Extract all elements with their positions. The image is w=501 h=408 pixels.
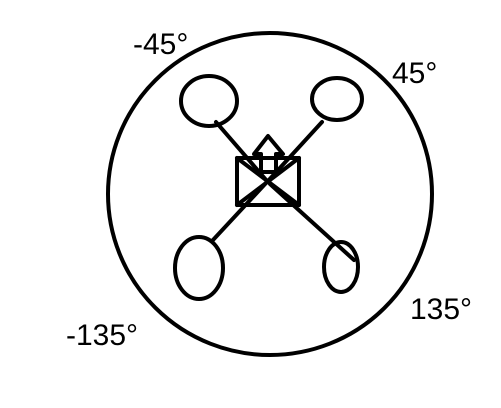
label-front-left: -45° xyxy=(133,28,188,61)
up-arrow-icon xyxy=(252,134,285,174)
rotor-rear-right xyxy=(322,240,360,294)
body-box xyxy=(235,156,301,207)
body-diagonal-2 xyxy=(235,156,301,207)
label-rear-right: 135° xyxy=(410,293,472,326)
label-rear-left: -135° xyxy=(66,319,138,352)
rotor-front-left xyxy=(179,74,239,128)
label-front-right: 45° xyxy=(392,57,437,90)
arm-front-left xyxy=(214,120,269,183)
frame-circle xyxy=(106,31,434,357)
arm-rear-right xyxy=(268,182,356,262)
arm-rear-left xyxy=(211,181,268,242)
rotor-rear-left xyxy=(173,235,225,301)
rotor-front-right xyxy=(310,76,364,122)
